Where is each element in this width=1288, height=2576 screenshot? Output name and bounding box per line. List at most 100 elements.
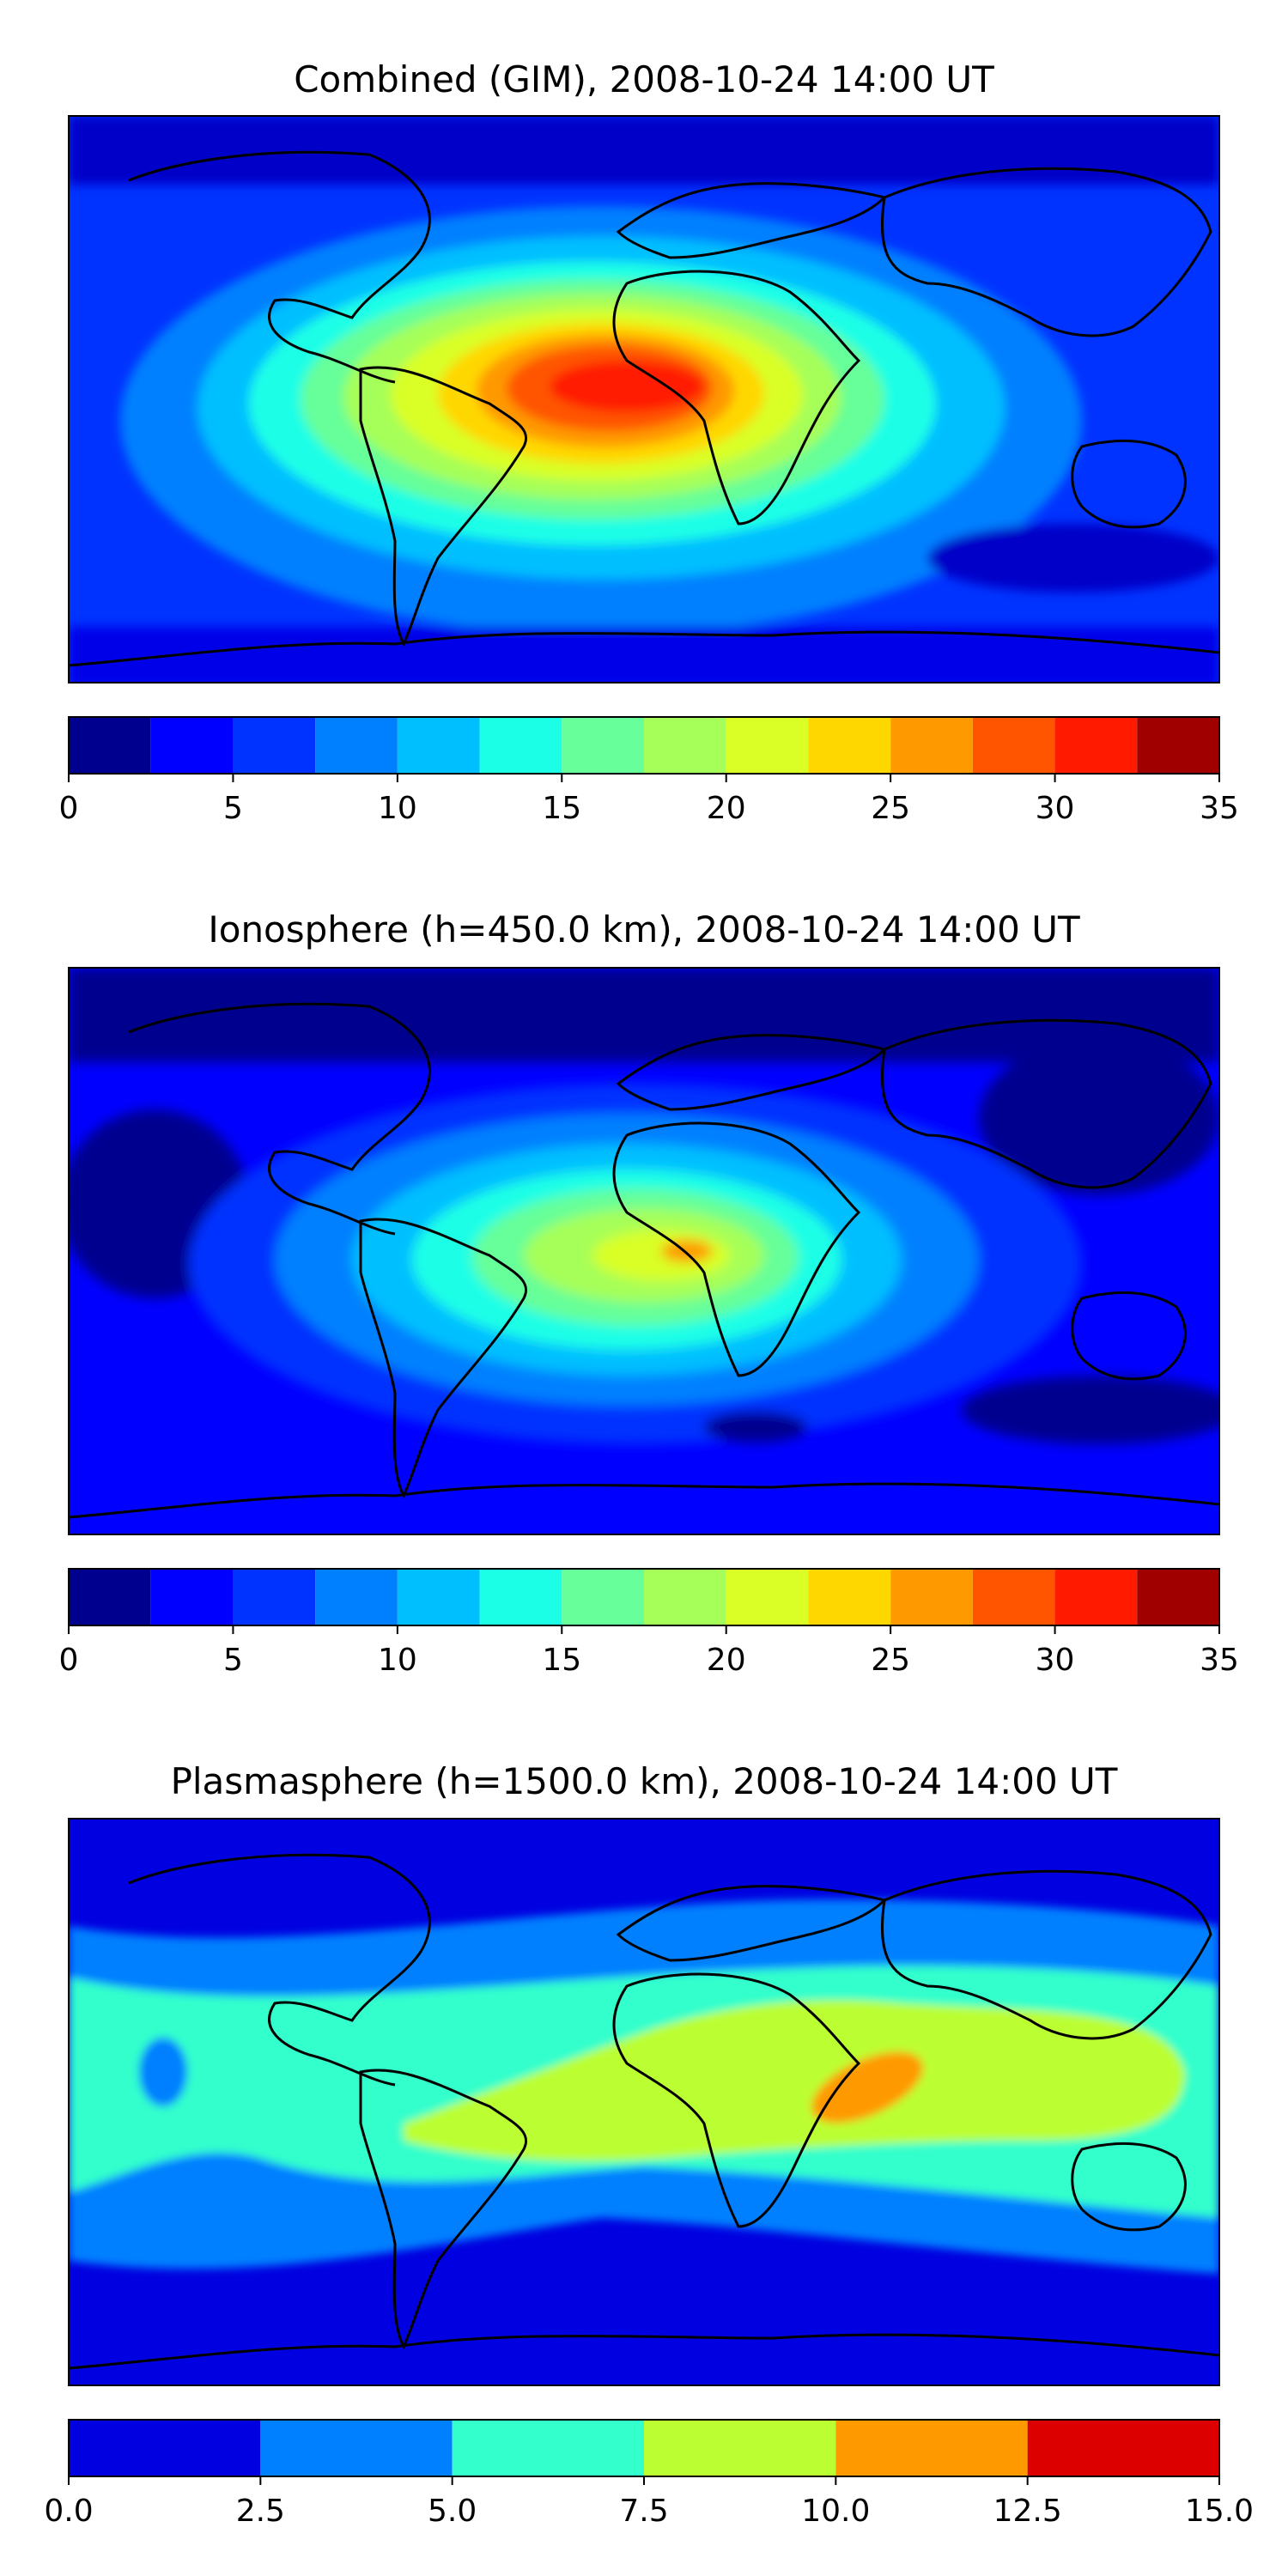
colorbar-tick-label: 5	[223, 1643, 243, 1678]
colorbar-tick-label: 15.0	[1185, 2494, 1254, 2529]
colorbar-swatch-7	[644, 1569, 726, 1625]
colorbar-2-frame	[68, 1568, 1220, 1626]
colorbar-swatch-2	[233, 717, 316, 774]
panel-1-frame	[68, 115, 1220, 683]
colorbar-tick-label: 0	[59, 791, 79, 826]
colorbar-swatch-2	[233, 1569, 316, 1625]
pacific-cell-low	[139, 2038, 187, 2106]
coast-antarctica	[69, 630, 1219, 667]
panel-2-map	[68, 967, 1220, 1535]
colorbar-swatch-5	[479, 717, 562, 774]
coast-asia	[880, 1869, 1212, 2040]
coast-south-america	[359, 2069, 527, 2350]
colorbar-tick-label: 15	[542, 1643, 581, 1678]
colorbar-2-swatches	[69, 1569, 1219, 1625]
colorbar-swatch-12	[1054, 717, 1138, 774]
colorbar-tick-label: 25	[871, 791, 910, 826]
colorbar-swatch-7	[644, 717, 726, 774]
colorbar-tick-label: 20	[707, 1643, 746, 1678]
coastlines	[69, 1853, 1219, 2370]
colorbar-swatch-2	[452, 2420, 644, 2476]
coast-africa	[612, 1121, 861, 1377]
panel-1-title: Combined (GIM), 2008-10-24 14:00 UT	[294, 58, 994, 100]
colorbar-tick-label: 20	[707, 791, 746, 826]
panel-3-frame	[68, 1818, 1220, 2386]
colorbar-tick-label: 12.5	[993, 2494, 1062, 2529]
colorbar-tick-label: 25	[871, 1643, 910, 1678]
colorbar-swatch-0	[69, 717, 151, 774]
colorbar-swatch-3	[644, 2420, 836, 2476]
contour-level-30	[550, 361, 704, 412]
colorbar-swatch-0	[69, 2420, 261, 2476]
panel-1-colorbar: 0 5 10 15 20 25 30 35	[59, 716, 1239, 826]
colorbar-tick-label: 35	[1200, 1643, 1239, 1678]
coast-australia	[1071, 440, 1187, 529]
colorbar-swatch-10	[890, 717, 973, 774]
coast-australia	[1071, 2142, 1187, 2232]
colorbar-swatch-4	[397, 717, 480, 774]
coast-europe	[616, 1885, 887, 1962]
panel-3-map	[68, 1818, 1220, 2386]
panel-3-colorbar: 0.0 2.5 5.0 7.5 10.0 12.5 15.0	[44, 2419, 1254, 2529]
colorbar-3-ticks: 0.0 2.5 5.0 7.5 10.0 12.5 15.0	[44, 2476, 1254, 2529]
colorbar-swatch-5	[1027, 2420, 1219, 2476]
contour-level-25	[661, 1240, 713, 1262]
colorbar-1-frame	[68, 716, 1220, 775]
colorbar-swatch-13	[1137, 1569, 1219, 1625]
coast-north-america	[128, 1002, 431, 1236]
colorbar-swatch-0	[69, 1569, 151, 1625]
colorbar-1-ticks: 0 5 10 15 20 25 30 35	[59, 774, 1239, 826]
colorbar-swatch-4	[835, 2420, 1028, 2476]
south-pacific-low	[962, 1376, 1219, 1444]
panel-2-colorbar: 0 5 10 15 20 25 30 35	[59, 1568, 1239, 1678]
colorbar-3-swatches	[69, 2420, 1219, 2476]
south-atlantic-low	[704, 1412, 807, 1443]
colorbar-swatch-13	[1137, 717, 1219, 774]
colorbar-tick-label: 10	[378, 791, 417, 826]
coast-europe	[616, 182, 887, 259]
colorbar-tick-label: 2.5	[236, 2494, 285, 2529]
colorbar-swatch-5	[479, 1569, 562, 1625]
colorbar-tick-label: 0	[59, 1643, 79, 1678]
south-pacific-low	[927, 524, 1219, 592]
colorbar-swatch-4	[397, 1569, 480, 1625]
coast-antarctica	[69, 1482, 1219, 1519]
colorbar-tick-label: 30	[1036, 791, 1075, 826]
colorbar-tick-label: 5.0	[428, 2494, 477, 2529]
band-level-7-5	[404, 2000, 1185, 2161]
coast-south-america	[359, 366, 527, 647]
colorbar-tick-label: 0.0	[44, 2494, 93, 2529]
colorbar-tick-label: 15	[542, 791, 581, 826]
coast-asia	[880, 167, 1212, 337]
coast-africa	[612, 270, 861, 526]
colorbar-swatch-1	[150, 1569, 234, 1625]
colorbar-swatch-1	[260, 2420, 453, 2476]
colorbar-swatch-3	[315, 717, 398, 774]
panel-1-map	[68, 115, 1220, 683]
panel-3-title: Plasmasphere (h=1500.0 km), 2008-10-24 1…	[170, 1760, 1118, 1802]
colorbar-swatch-8	[726, 1569, 809, 1625]
colorbar-tick-label: 35	[1200, 791, 1239, 826]
contour-level-10	[811, 2051, 923, 2123]
coast-australia	[1071, 1291, 1187, 1381]
colorbar-swatch-11	[972, 1569, 1055, 1625]
panel-2-frame	[68, 967, 1220, 1535]
colorbar-swatch-12	[1054, 1569, 1138, 1625]
coast-asia	[880, 1018, 1212, 1189]
colorbar-swatch-6	[562, 1569, 644, 1625]
colorbar-1-swatches	[69, 717, 1219, 774]
coast-north-america	[128, 150, 431, 384]
colorbar-tick-label: 7.5	[619, 2494, 668, 2529]
colorbar-swatch-9	[808, 1569, 891, 1625]
colorbar-tick-label: 5	[223, 791, 243, 826]
high-lat-south	[69, 627, 1219, 683]
high-lat-north	[69, 116, 1219, 185]
colorbar-swatch-6	[562, 717, 644, 774]
coast-south-america	[359, 1218, 527, 1499]
colorbar-swatch-1	[150, 717, 234, 774]
coastlines	[69, 1002, 1219, 1519]
colorbar-2-ticks: 0 5 10 15 20 25 30 35	[59, 1625, 1239, 1678]
high-lat-north	[69, 968, 1219, 1062]
panel-2-title: Ionosphere (h=450.0 km), 2008-10-24 14:0…	[208, 908, 1080, 951]
coastlines	[69, 150, 1219, 667]
